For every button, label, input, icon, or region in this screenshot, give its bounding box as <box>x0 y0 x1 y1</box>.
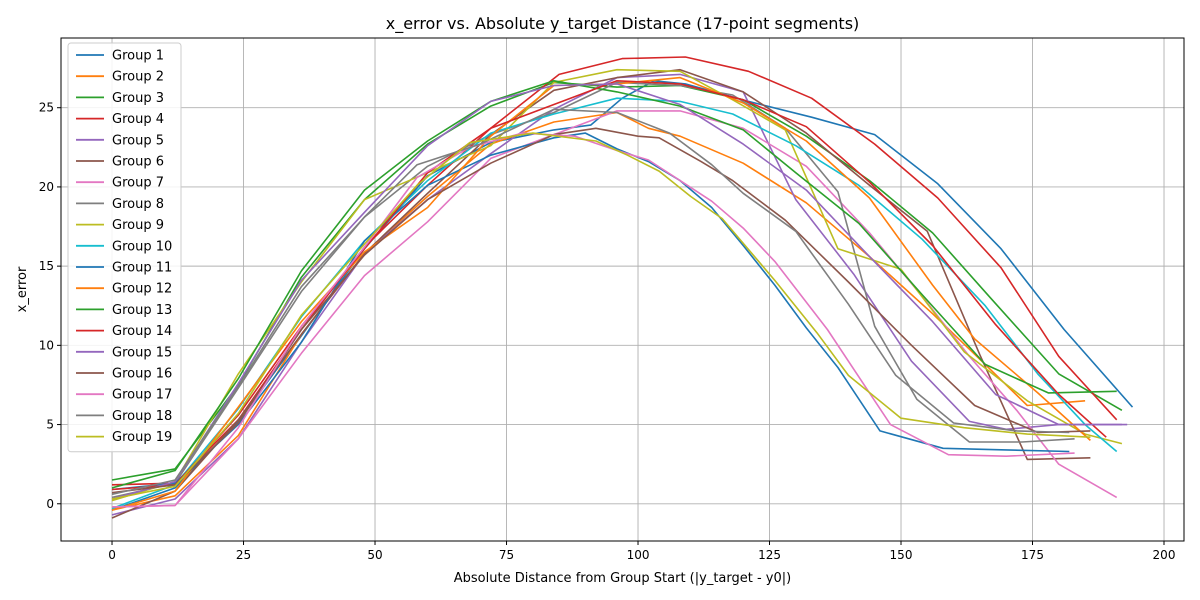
series-line-group-16 <box>111 127 1091 494</box>
x-tick-label: 75 <box>499 548 514 562</box>
legend-label: Group 15 <box>112 345 172 360</box>
x-tick-label: 100 <box>627 548 650 562</box>
legend: Group 1 Group 2 Group 3 Group 4 Group 5 Group… <box>67 42 182 453</box>
x-tick-label: 200 <box>1153 548 1176 562</box>
x-axis-label: Absolute Distance from Group Start (|y_t… <box>454 571 791 586</box>
legend-label: Group 2 <box>112 70 164 85</box>
y-axis-label: x_error <box>15 266 30 312</box>
y-tick-label: 20 <box>39 180 54 194</box>
series-line-group-15 <box>111 83 1128 500</box>
legend-label: Group 8 <box>112 197 164 212</box>
legend-label: Group 4 <box>112 112 164 127</box>
series-line-group-19 <box>111 132 1091 500</box>
legend-label: Group 11 <box>112 261 172 276</box>
y-tick-label: 0 <box>46 497 54 511</box>
grid <box>61 38 1184 541</box>
chart-title: x_error vs. Absolute y_target Distance (… <box>386 14 860 34</box>
series-line-group-8 <box>111 81 1075 499</box>
y-tick-label: 5 <box>46 418 54 432</box>
x-tick-label: 0 <box>108 548 116 562</box>
legend-label: Group 16 <box>112 367 172 382</box>
series-lines <box>111 56 1134 519</box>
legend-box <box>67 42 182 453</box>
series-line-group-6 <box>111 68 1091 519</box>
series-line-group-5 <box>111 73 1122 516</box>
legend-label: Group 5 <box>112 133 164 148</box>
legend-label: Group 7 <box>112 176 164 191</box>
series-line-group-18 <box>111 108 1070 496</box>
series-line-group-7 <box>111 110 1118 508</box>
y-tick-label: 25 <box>39 101 54 115</box>
legend-label: Group 14 <box>112 324 172 339</box>
x-tick-label: 125 <box>758 548 781 562</box>
series-line-group-14 <box>111 80 1107 491</box>
legend-label: Group 1 <box>112 49 164 64</box>
y-tick-label: 10 <box>39 338 54 352</box>
legend-label: Group 9 <box>112 218 164 233</box>
legend-label: Group 10 <box>112 239 172 254</box>
legend-label: Group 3 <box>112 91 164 106</box>
x-tick-label: 25 <box>236 548 251 562</box>
legend-label: Group 18 <box>112 409 172 424</box>
series-line-group-13 <box>111 80 1117 489</box>
plot-frame <box>60 37 1185 542</box>
legend-label: Group 13 <box>112 303 172 318</box>
x-tick-label: 150 <box>890 548 913 562</box>
x-tick-label: 50 <box>367 548 382 562</box>
legend-label: Group 19 <box>112 430 172 445</box>
x-tick-label: 175 <box>1021 548 1044 562</box>
y-tick-label: 15 <box>39 259 54 273</box>
legend-label: Group 6 <box>112 155 164 170</box>
series-line-group-17 <box>111 132 1075 508</box>
ticks: 0 25 50 75 100 125 150 175 200 0 5 10 15 20 25 <box>39 101 1176 562</box>
legend-label: Group 12 <box>112 282 172 297</box>
series-line-group-11 <box>111 132 1070 491</box>
legend-label: Group 17 <box>112 388 172 403</box>
